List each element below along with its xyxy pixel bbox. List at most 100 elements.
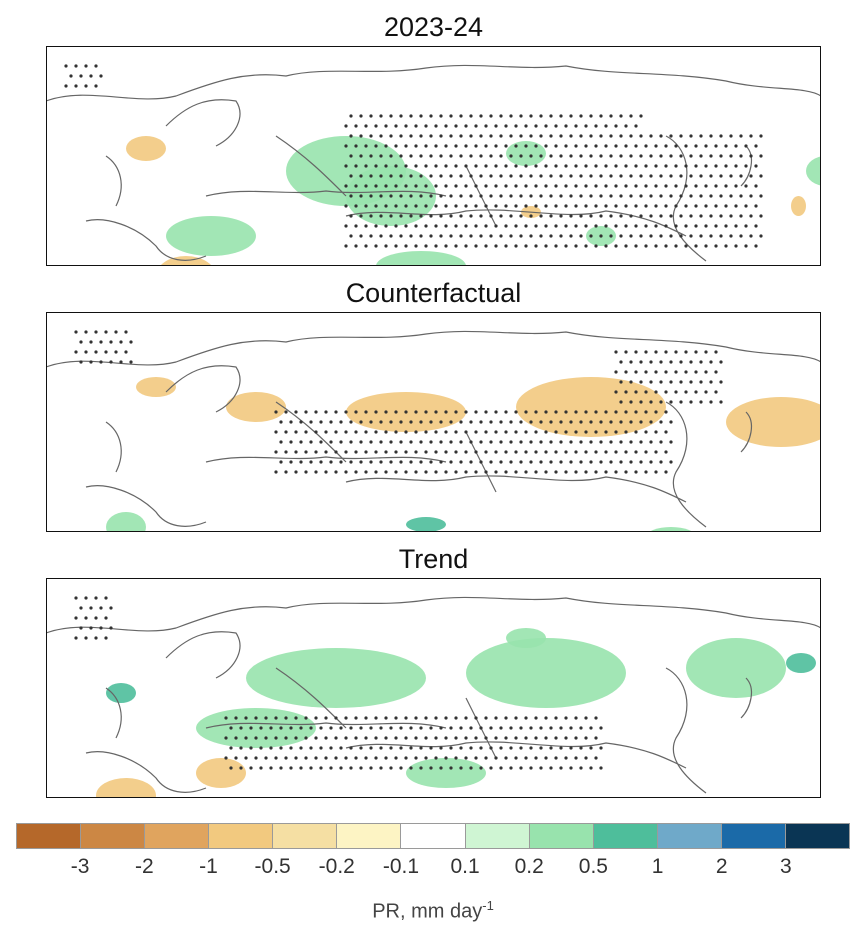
- stipple-dot: [749, 194, 753, 198]
- stipple-dot: [649, 420, 653, 424]
- stipple-dot: [679, 234, 683, 238]
- stipple-dot: [579, 420, 583, 424]
- stipple-dot: [419, 420, 423, 424]
- stipple-dot: [109, 606, 113, 610]
- stipple-dot: [509, 114, 513, 118]
- stipple-dot: [559, 174, 563, 178]
- stipple-dot: [354, 410, 358, 414]
- stipple-dot: [454, 224, 458, 228]
- stipple-dot: [604, 450, 608, 454]
- stipple-dot: [519, 194, 523, 198]
- stipple-dot: [414, 124, 418, 128]
- stipple-dot: [589, 114, 593, 118]
- stipple-dot: [629, 214, 633, 218]
- stipple-dot: [439, 194, 443, 198]
- stipple-dot: [539, 174, 543, 178]
- stipple-dot: [479, 460, 483, 464]
- stipple-dot: [384, 164, 388, 168]
- stipple-dot: [459, 214, 463, 218]
- stipple-dot: [489, 234, 493, 238]
- stipple-dot: [634, 450, 638, 454]
- stipple-dot: [564, 164, 568, 168]
- stipple-dot: [114, 330, 118, 334]
- stipple-dot: [519, 114, 523, 118]
- stipple-dot: [574, 244, 578, 248]
- stipple-dot: [599, 726, 603, 730]
- stipple-dot: [584, 430, 588, 434]
- stipple-dot: [589, 726, 593, 730]
- stipple-dot: [484, 430, 488, 434]
- stipple-dot: [454, 144, 458, 148]
- stipple-dot: [544, 144, 548, 148]
- stipple-dot: [599, 214, 603, 218]
- stipple-dot: [329, 726, 333, 730]
- stipple-dot: [659, 234, 663, 238]
- stipple-dot: [669, 134, 673, 138]
- stipple-dot: [564, 470, 568, 474]
- stipple-dot: [629, 400, 633, 404]
- stipple-dot: [674, 144, 678, 148]
- stipple-dot: [484, 736, 488, 740]
- coastline: [205, 456, 447, 463]
- stipple-dot: [379, 114, 383, 118]
- stipple-dot: [619, 420, 623, 424]
- stipple-dot: [414, 204, 418, 208]
- stipple-dot: [354, 716, 358, 720]
- stipple-dot: [374, 470, 378, 474]
- stipple-dot: [414, 164, 418, 168]
- stipple-dot: [669, 360, 673, 364]
- stipple-dot: [714, 144, 718, 148]
- stipple-dot: [454, 470, 458, 474]
- coastline: [665, 667, 707, 794]
- stipple-dot: [604, 244, 608, 248]
- stipple-dot: [714, 204, 718, 208]
- stipple-dot: [384, 470, 388, 474]
- stipple-dot: [474, 144, 478, 148]
- stipple-dot: [389, 154, 393, 158]
- stipple-dot: [359, 746, 363, 750]
- stipple-dot: [484, 716, 488, 720]
- stipple-dot: [679, 360, 683, 364]
- stipple-dot: [444, 164, 448, 168]
- stipple-dot: [314, 716, 318, 720]
- stipple-dot: [294, 736, 298, 740]
- stipple-dot: [634, 470, 638, 474]
- precip-increase-region: [246, 648, 426, 708]
- stipple-dot: [79, 626, 83, 630]
- stipple-dot: [394, 756, 398, 760]
- stipple-dot: [654, 204, 658, 208]
- stipple-dot: [759, 234, 763, 238]
- stipple-dot: [569, 154, 573, 158]
- stipple-dot: [629, 134, 633, 138]
- stipple-dot: [634, 164, 638, 168]
- stipple-dot: [484, 144, 488, 148]
- stipple-dot: [509, 194, 513, 198]
- stipple-dot: [404, 410, 408, 414]
- stipple-dot: [684, 184, 688, 188]
- stipple-dot: [619, 380, 623, 384]
- stipple-dot: [639, 420, 643, 424]
- stipple-dot: [659, 380, 663, 384]
- stipple-dot: [489, 726, 493, 730]
- colorbar-tick-label: 0.1: [450, 855, 480, 878]
- stipple-dot: [299, 726, 303, 730]
- stipple-dot: [379, 746, 383, 750]
- stipple-dot: [369, 726, 373, 730]
- stipple-dot: [429, 766, 433, 770]
- stipple-dot: [449, 420, 453, 424]
- stipple-dot: [539, 234, 543, 238]
- stipple-dot: [639, 360, 643, 364]
- stipple-dot: [119, 340, 123, 344]
- stipple-dot: [554, 410, 558, 414]
- stipple-dot: [649, 154, 653, 158]
- stipple-dot: [459, 440, 463, 444]
- stipple-dot: [409, 460, 413, 464]
- stipple-dot: [289, 420, 293, 424]
- stipple-dot: [404, 736, 408, 740]
- stipple-dot: [639, 380, 643, 384]
- stipple-dot: [744, 164, 748, 168]
- stipple-dot: [404, 470, 408, 474]
- stipple-dot: [529, 174, 533, 178]
- stipple-dot: [364, 756, 368, 760]
- stipple-dot: [339, 726, 343, 730]
